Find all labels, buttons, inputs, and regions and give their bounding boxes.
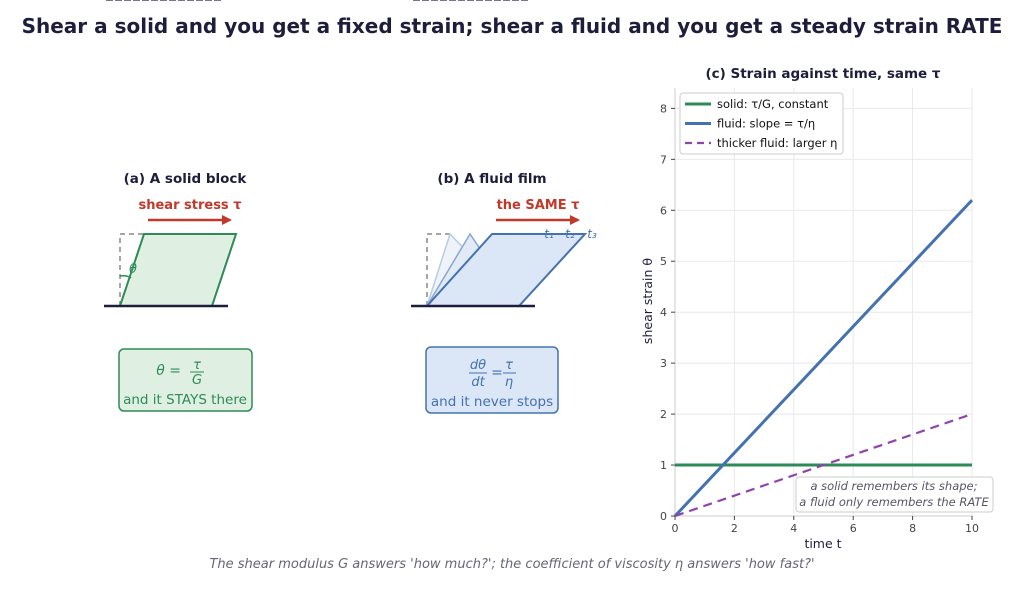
panel-a-title: (a) A solid block bbox=[124, 171, 248, 187]
y-tick-label: 2 bbox=[660, 408, 667, 421]
x-tick-label: 0 bbox=[672, 522, 679, 535]
panel-b-formula-rhs-num: τ bbox=[505, 358, 513, 373]
annotation-line-2: a fluid only remembers the RATE bbox=[799, 495, 989, 509]
panel-a-angle-arc bbox=[119, 275, 132, 279]
x-tick-label: 8 bbox=[909, 522, 916, 535]
legend-box bbox=[679, 92, 844, 155]
legend-label-2: fluid: slope = τ/η bbox=[717, 117, 815, 131]
y-tick-label: 5 bbox=[660, 255, 667, 268]
panel-a-deformed-block bbox=[118, 233, 238, 307]
y-tick-label: 6 bbox=[660, 204, 667, 217]
panel-b-formula-lhs-num: dθ bbox=[470, 358, 486, 373]
panel-b-time-label-1: t₁ bbox=[544, 227, 554, 241]
chart-annotation: a solid remembers its shape; a fluid onl… bbox=[795, 476, 994, 513]
y-tick-label: 4 bbox=[660, 306, 667, 319]
legend-label-3: thicker fluid: larger η bbox=[717, 136, 837, 150]
x-tick-label: 2 bbox=[731, 522, 738, 535]
panel-b-time-label-2: t₂ bbox=[565, 227, 575, 241]
panel-b-arrow-label: the SAME τ bbox=[497, 198, 580, 213]
panel-b-time-label-3: t₃ bbox=[587, 227, 597, 241]
annotation-box bbox=[795, 476, 994, 513]
y-tick-label: 3 bbox=[660, 357, 667, 370]
chart-ticks: 0 2 4 6 8 10 0 1 2 3 4 5 6 7 8 bbox=[660, 102, 979, 535]
panel-c-chart: (c) Strain against time, same τ 0 2 4 6 8 100… bbox=[640, 66, 994, 551]
panel-a-formula-den: G bbox=[192, 373, 202, 388]
figure-title: Shear a solid and you get a fixed strain… bbox=[21, 14, 1003, 38]
panel-b-equals-sign: = bbox=[491, 365, 503, 381]
y-tick-label: 0 bbox=[660, 510, 667, 523]
legend-label-1: solid: τ/G, constant bbox=[717, 97, 829, 111]
y-tick-label: 1 bbox=[660, 459, 667, 472]
panel-b-note: and it never stops bbox=[431, 394, 553, 410]
panel-b-formula-rhs-den: η bbox=[505, 375, 513, 390]
figure-caption: The shear modulus G answers 'how much?';… bbox=[209, 557, 815, 572]
panel-a-arrow-label: shear stress τ bbox=[139, 198, 242, 213]
y-tick-label: 7 bbox=[660, 153, 667, 166]
y-axis-label: shear strain θ bbox=[640, 258, 655, 344]
panel-a-angle-label: θ bbox=[129, 262, 137, 277]
chart-series bbox=[673, 199, 974, 518]
panel-a-formula-num: τ bbox=[193, 358, 201, 373]
panel-a-note: and it STAYS there bbox=[123, 392, 247, 408]
x-tick-label: 10 bbox=[965, 522, 979, 535]
chart-legend: solid: τ/G, constant fluid: slope = τ/η th… bbox=[679, 92, 844, 155]
panel-a-solid: (a) A solid block shear stress τ θ θ = τ… bbox=[104, 0, 253, 412]
annotation-line-1: a solid remembers its shape; bbox=[810, 479, 977, 493]
x-tick-label: 4 bbox=[790, 522, 797, 535]
x-axis-label: time t bbox=[804, 536, 841, 551]
panel-a-formula-box bbox=[118, 348, 253, 412]
panel-b-formula-lhs-den: dt bbox=[471, 375, 485, 390]
y-tick-label: 8 bbox=[660, 102, 667, 115]
panel-b-title: (b) A fluid film bbox=[437, 171, 546, 187]
x-tick-label: 6 bbox=[850, 522, 857, 535]
panel-a-undeformed-outline bbox=[119, 233, 144, 306]
chart-title: (c) Strain against time, same τ bbox=[705, 66, 940, 82]
series-line-2 bbox=[673, 199, 974, 518]
panel-b-fluid: (b) A fluid film the SAME τ t₁ t₂ t₃ dθ … bbox=[411, 0, 597, 414]
panel-b-formula-box bbox=[425, 346, 559, 414]
panel-b-undeformed-outline bbox=[426, 233, 450, 306]
panel-a-formula-lhs: θ = bbox=[156, 363, 181, 379]
series-line-3 bbox=[674, 413, 973, 518]
